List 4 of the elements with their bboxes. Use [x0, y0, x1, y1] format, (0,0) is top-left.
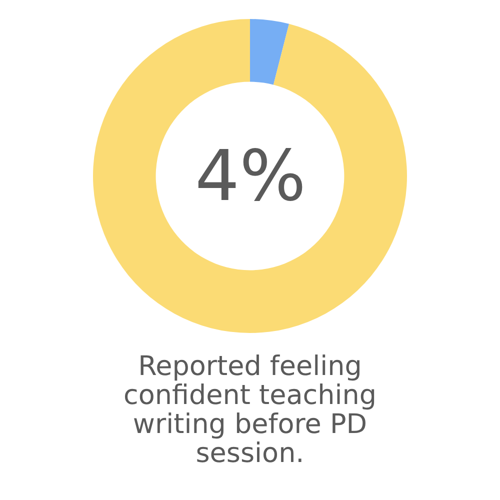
data-label: 4%: [195, 135, 306, 217]
donut-slice: [250, 19, 290, 85]
text: Reported feeling confident teaching writing before PD session.: [122, 351, 378, 469]
donut-slice: [93, 19, 407, 333]
